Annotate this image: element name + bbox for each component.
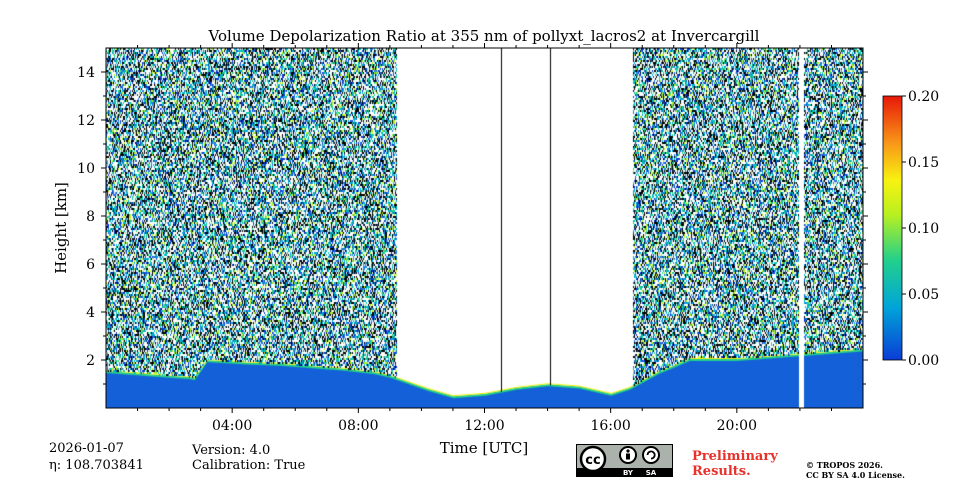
- y-tick-label: 12: [77, 113, 95, 129]
- colorbar-tick-label: 0.20: [908, 89, 939, 105]
- share-alike-icon: [642, 446, 660, 464]
- y-tick-label: 8: [86, 209, 95, 225]
- y-tick-label: 14: [77, 65, 95, 81]
- eta-label: η: 108.703841: [49, 458, 144, 473]
- y-tick-label: 6: [86, 257, 95, 273]
- version-label: Version: 4.0: [192, 443, 271, 458]
- colorbar-tick-label: 0.00: [908, 353, 939, 369]
- y-tick-label: 10: [77, 161, 95, 177]
- colorbar-tick-label: 0.10: [908, 221, 939, 237]
- x-tick-label: 08:00: [338, 418, 378, 434]
- x-axis-label: Time [UTC]: [440, 439, 529, 457]
- colorbar: [882, 95, 903, 361]
- heatmap-image: [106, 48, 863, 408]
- y-axis-ticks: 2 4 6 8 10 12 14: [77, 65, 868, 385]
- x-tick-label: 16:00: [590, 418, 630, 434]
- x-tick-label: 04:00: [212, 418, 252, 434]
- preliminary-line-2: Results.: [692, 464, 751, 479]
- heatmap-marks: [106, 48, 863, 408]
- x-tick-label: 12:00: [464, 418, 504, 434]
- copyright-line-1: © TROPOS 2026.: [806, 460, 883, 470]
- cc-by-sa-badge: cc BY SA: [576, 444, 673, 477]
- y-tick-label: 4: [86, 305, 95, 321]
- svg-text:cc: cc: [585, 453, 600, 468]
- cc-sa-label: SA: [646, 469, 657, 477]
- colorbar-ticks: 0.00 0.05 0.10 0.15 0.20: [902, 89, 939, 369]
- colorbar-tick-label: 0.05: [908, 287, 939, 303]
- x-axis-ticks: 04:00 08:00 12:00 16:00 20:00: [137, 43, 832, 434]
- date-label: 2026-01-07: [49, 441, 124, 456]
- y-axis-label: Height [km]: [52, 182, 70, 274]
- copyright-line-2: CC BY SA 4.0 License.: [806, 470, 905, 480]
- cc-by-label: BY: [623, 469, 634, 477]
- copyright-note: © TROPOS 2026. CC BY SA 4.0 License.: [806, 460, 905, 480]
- x-tick-label: 20:00: [717, 418, 757, 434]
- y-tick-label: 2: [86, 353, 95, 369]
- calibration-label: Calibration: True: [192, 458, 306, 473]
- cc-icon: [579, 445, 607, 473]
- preliminary-results-note: Preliminary Results.: [692, 449, 778, 479]
- chart-title: Volume Depolarization Ratio at 355 nm of…: [208, 27, 760, 45]
- colorbar-tick-label: 0.15: [908, 155, 939, 171]
- preliminary-line-1: Preliminary: [692, 449, 778, 464]
